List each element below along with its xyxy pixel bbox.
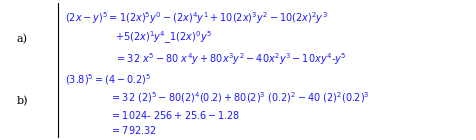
Text: $= 1024\text{-}\ 256 + 25.6 - 1.28$: $= 1024\text{-}\ 256 + 25.6 - 1.28$ <box>110 109 240 121</box>
Text: $= 32\ (2)^5-80(2)^4(0.2)+80(2)^3\ (0.2)^2-40\ (2)^2(0.2)^3$: $= 32\ (2)^5-80(2)^4(0.2)+80(2)^3\ (0.2)… <box>110 91 369 105</box>
Text: b): b) <box>16 96 28 106</box>
Text: $(2x - y)^5 = 1(2x)^5y^0-(2x)^4y^1+10(2x)^3y^2-10(2x)^2y^3$: $(2x - y)^5 = 1(2x)^5y^0-(2x)^4y^1+10(2x… <box>65 10 327 26</box>
Text: a): a) <box>17 34 28 44</box>
Text: $+ 5(2x)^1y^4\_1(2x)^0y^5$: $+ 5(2x)^1y^4\_1(2x)^0y^5$ <box>115 30 211 46</box>
Text: $=32\ x^5-80\ x^4 y+ 80x^3y^2-40x^2 y^3-10xy^4\text{-}y^5$: $=32\ x^5-80\ x^4 y+ 80x^3y^2-40x^2 y^3-… <box>115 51 346 67</box>
Text: $= 792.32$: $= 792.32$ <box>110 124 157 136</box>
Text: $(3.8)^5 =(4 - 0.2)^5$: $(3.8)^5 =(4 - 0.2)^5$ <box>65 72 151 87</box>
